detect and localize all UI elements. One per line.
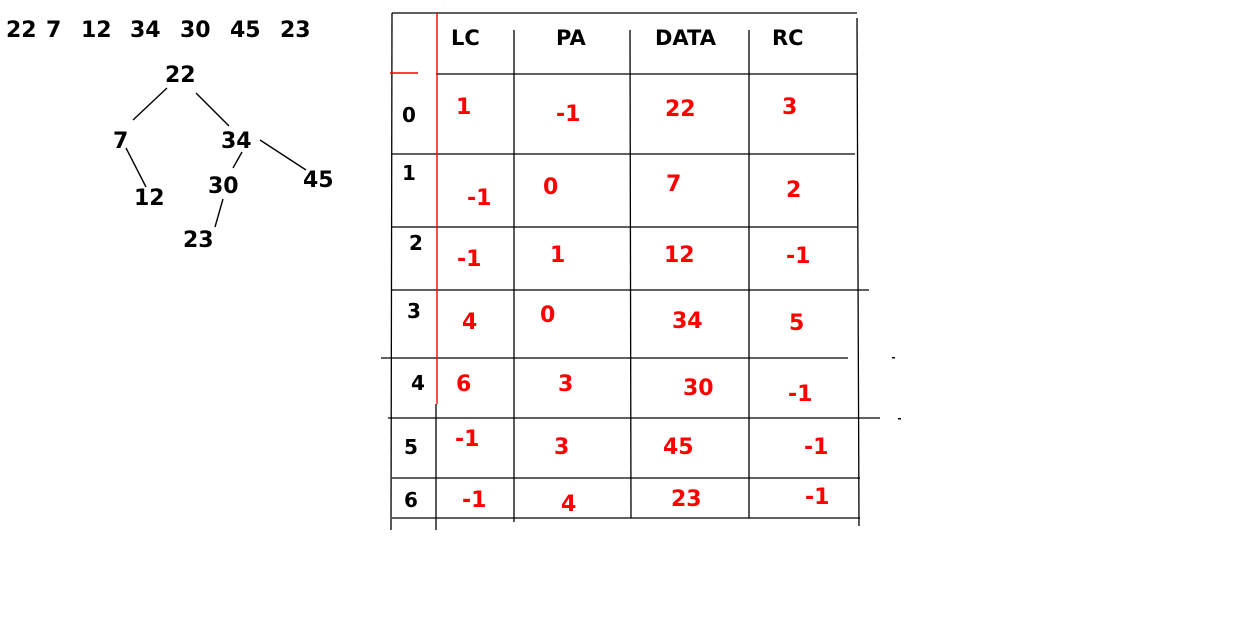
edge-34-45 (259, 139, 307, 171)
edge-34-30 (232, 151, 243, 169)
header-lc: LC (451, 26, 480, 50)
cell-lc: 6 (456, 372, 472, 397)
cell-pa: 1 (550, 243, 566, 268)
table-grid (381, 12, 880, 531)
edge-30-23 (214, 198, 224, 228)
cell-lc: -1 (455, 427, 480, 452)
header-rc: RC (772, 26, 804, 50)
tree-node: 45 (303, 168, 334, 193)
row-index: 3 (407, 299, 421, 323)
cell-rc: -1 (786, 244, 811, 269)
cell-rc: 3 (782, 95, 798, 120)
cell-pa: 3 (554, 435, 570, 460)
cell-pa: 0 (540, 303, 556, 328)
grid-rule-right (856, 17, 860, 527)
cell-lc: -1 (462, 488, 487, 513)
row-index: 4 (411, 371, 425, 395)
cell-data: 23 (671, 487, 702, 512)
sequence-item: 34 (130, 18, 161, 43)
edge-7-12 (125, 147, 147, 188)
edge-22-7 (132, 87, 168, 121)
cell-data: 7 (666, 172, 682, 197)
sequence-item: 7 (46, 18, 62, 43)
grid-rule-left (390, 12, 393, 531)
cell-lc: 4 (462, 310, 478, 335)
red-annotation-lines (390, 13, 438, 404)
cell-rc: -1 (805, 485, 830, 510)
cell-rc: -1 (788, 382, 813, 407)
cell-pa: 4 (561, 492, 577, 517)
tree-node: 12 (134, 186, 165, 211)
stray-marks (892, 357, 901, 420)
edge-22-34 (195, 92, 230, 127)
sequence-item: 22 (6, 18, 37, 43)
cell-lc: -1 (467, 186, 492, 211)
cell-lc: 1 (456, 95, 472, 120)
cell-rc: 2 (786, 178, 802, 203)
grid-rule-data (629, 29, 632, 519)
cell-rc: 5 (789, 311, 805, 336)
tree-edges (125, 87, 307, 228)
stray-dot (898, 418, 901, 420)
stray-dot (892, 357, 895, 359)
row-index: 6 (404, 488, 418, 512)
cell-rc: -1 (804, 435, 829, 460)
cell-lc: -1 (457, 247, 482, 272)
header-data: DATA (655, 26, 717, 50)
cell-data: 45 (663, 435, 694, 460)
sequence-item: 30 (180, 18, 211, 43)
row-index: 5 (404, 435, 418, 459)
tree-node: 22 (165, 63, 196, 88)
cell-data: 34 (672, 309, 703, 334)
tree-node: 30 (208, 174, 239, 199)
tree-node: 7 (113, 129, 129, 154)
cell-data: 12 (664, 243, 695, 268)
tree-node: 23 (183, 228, 214, 253)
sequence-item: 45 (230, 18, 261, 43)
tree-node: 34 (221, 129, 252, 154)
cell-data: 30 (683, 376, 714, 401)
cell-pa: -1 (556, 102, 581, 127)
sequence-item: 12 (81, 18, 112, 43)
cell-pa: 3 (558, 372, 574, 397)
sequence-item: 23 (280, 18, 311, 43)
cell-data: 22 (665, 97, 696, 122)
row-index: 1 (402, 161, 416, 185)
header-pa: PA (556, 26, 586, 50)
row-index: 0 (402, 103, 416, 127)
cell-pa: 0 (543, 175, 559, 200)
row-index: 2 (409, 231, 423, 255)
